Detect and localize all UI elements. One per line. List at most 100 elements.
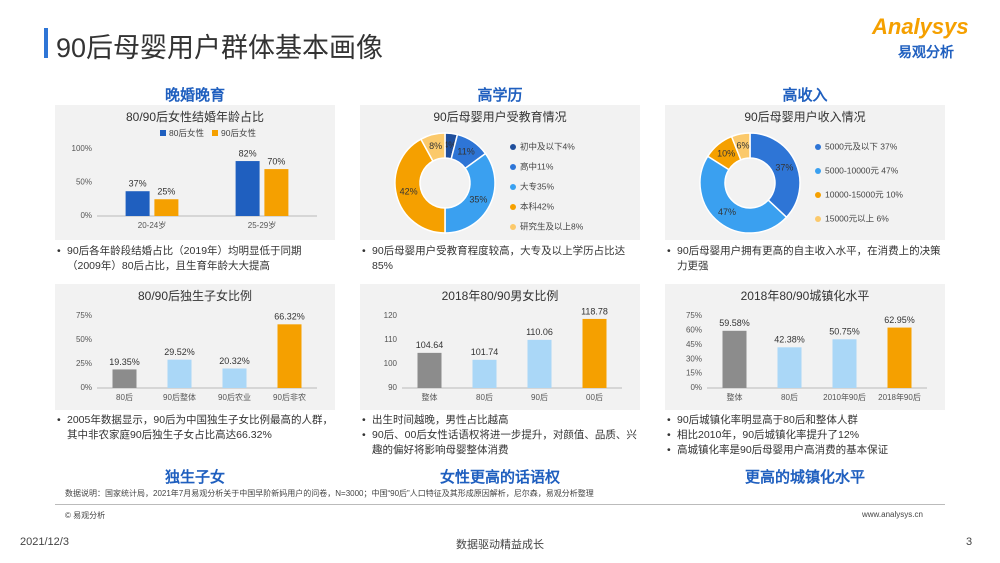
value-label: 25% xyxy=(157,187,175,197)
value-label: 29.52% xyxy=(164,347,195,357)
y-tick-label: 120 xyxy=(384,311,398,320)
donut-slice xyxy=(699,155,788,234)
y-tick-label: 50% xyxy=(76,178,92,187)
slice-label: 42% xyxy=(400,187,418,197)
y-tick-label: 25% xyxy=(76,359,92,368)
value-label: 82% xyxy=(239,148,257,158)
value-label: 104.64 xyxy=(416,340,444,350)
logo-cn: 易观分析 xyxy=(898,44,954,60)
value-label: 110.06 xyxy=(526,327,553,337)
donut-slice xyxy=(749,132,801,219)
slice-label: 6% xyxy=(736,141,749,151)
bar xyxy=(235,161,260,216)
legend-swatch xyxy=(510,144,516,150)
y-tick-label: 60% xyxy=(686,326,702,335)
legend-swatch xyxy=(815,216,821,222)
legend-swatch xyxy=(160,130,166,136)
x-tick-label: 90后整体 xyxy=(163,392,196,402)
note: 出生时间越晚，男性占比越高 xyxy=(360,413,640,428)
chart-title: 90后母婴用户收入情况 xyxy=(744,109,865,124)
logo: Analysys xyxy=(872,14,969,39)
chart: 80/90后女性结婚年龄占比 0% 50% 100% 37% 82% 25% 70% 20-24… xyxy=(72,109,317,230)
donut-slice xyxy=(730,132,751,161)
y-tick-label: 75% xyxy=(686,311,702,320)
y-tick-label: 0% xyxy=(80,211,92,220)
x-tick-label: 2018年90后 xyxy=(878,392,921,402)
x-tick-label: 90后非农 xyxy=(273,392,306,402)
note: 90后城镇化率明显高于80后和整体人群 xyxy=(665,413,945,428)
section-title: 更高的城镇化水平 xyxy=(744,469,865,486)
note: 90后母婴用户拥有更高的自主收入水平，在消费上的决策力更强 xyxy=(665,244,945,274)
notes: 90后各年龄段结婚占比（2019年）均明显低于同期（2009年）80后占比，且生… xyxy=(55,244,335,274)
notes: 90后母婴用户拥有更高的自主收入水平，在消费上的决策力更强 xyxy=(665,244,945,274)
legend-label: 高中11% xyxy=(520,161,554,171)
legend-swatch xyxy=(212,130,218,136)
legend-label: 大专35% xyxy=(520,181,554,191)
bar xyxy=(887,327,912,388)
y-tick-label: 90 xyxy=(388,383,397,392)
bar xyxy=(777,347,802,388)
slide-title: 90后母婴用户群体基本画像 xyxy=(56,33,384,63)
notes: 90后母婴用户受教育程度较高，大专及以上学历占比达85% xyxy=(360,244,640,274)
section-title: 高收入 xyxy=(782,87,828,104)
legend-swatch xyxy=(510,224,516,230)
x-tick-label: 80后 xyxy=(476,392,493,402)
x-tick-label: 2010年90后 xyxy=(823,392,866,402)
slice-label: 47% xyxy=(718,207,736,217)
bar xyxy=(167,359,192,388)
slice-label: 8% xyxy=(429,141,442,151)
y-tick-label: 0% xyxy=(690,383,702,392)
divider xyxy=(55,504,945,505)
bar xyxy=(832,339,857,388)
note: 2005年数据显示，90后为中国独生子女比例最高的人群，其中非农家庭90后独生子… xyxy=(55,413,335,443)
legend-swatch xyxy=(510,204,516,210)
bar xyxy=(154,199,179,216)
value-label: 59.58% xyxy=(719,318,750,328)
y-tick-label: 50% xyxy=(76,335,92,344)
x-tick-label: 整体 xyxy=(727,392,743,402)
legend-swatch xyxy=(815,144,821,150)
chart-title: 90后母婴用户受教育情况 xyxy=(433,109,566,124)
section-title: 晚婚晚育 xyxy=(164,87,225,104)
notes: 2005年数据显示，90后为中国独生子女比例最高的人群，其中非农家庭90后独生子… xyxy=(55,413,335,443)
page-number: 3 xyxy=(966,536,973,548)
legend-label: 80后女性 xyxy=(169,128,204,138)
legend-swatch xyxy=(510,184,516,190)
value-label: 62.95% xyxy=(884,315,915,325)
bar xyxy=(222,368,247,388)
legend-label: 10000-15000元 10% xyxy=(825,189,903,199)
bar xyxy=(125,191,150,216)
chart-panel: 90后母婴用户受教育情况 4% 11% 35% 42% 8% 初中及以下4% 高中11% 大专3… xyxy=(360,105,640,240)
value-label: 50.75% xyxy=(829,327,860,337)
notes: 出生时间越晚，男性占比越高90后、00后女性话语权将进一步提升，对颜值、品质、兴… xyxy=(360,413,640,458)
chart: 2018年80/90男女比例 90 100 110 120 104.64 101.74 110… xyxy=(384,288,622,402)
note: 高城镇化率是90后母婴用户高消费的基本保证 xyxy=(665,443,945,458)
bar xyxy=(417,352,442,388)
copyright: © 易观分析 xyxy=(65,511,106,520)
note: 相比2010年，90后城镇化率提升了12% xyxy=(665,428,945,443)
value-label: 66.32% xyxy=(274,312,305,322)
bar xyxy=(582,318,607,388)
notes: 90后城镇化率明显高于80后和整体人群相比2010年，90后城镇化率提升了12%… xyxy=(665,413,945,458)
donut-slice xyxy=(394,138,446,234)
note: 90后母婴用户受教育程度较高，大专及以上学历占比达85% xyxy=(360,244,640,274)
donut-slice xyxy=(444,152,496,234)
bar xyxy=(264,169,289,216)
slice-label: 37% xyxy=(775,162,793,172)
value-label: 118.78 xyxy=(581,306,608,316)
legend-label: 15000元以上 6% xyxy=(825,213,889,223)
legend-swatch xyxy=(510,164,516,170)
y-tick-label: 75% xyxy=(76,311,92,320)
y-tick-label: 110 xyxy=(384,335,397,344)
date: 2021/12/3 xyxy=(20,536,69,548)
legend-label: 初中及以下4% xyxy=(520,141,575,151)
chart: 90后母婴用户受教育情况 4%11% 35% 42% 8% 初中及以下4% 高中11% 大专3… xyxy=(394,109,584,234)
section-title: 高学历 xyxy=(477,87,523,104)
chart-title: 80/90后独生子女比例 xyxy=(138,288,252,303)
value-label: 19.35% xyxy=(109,357,140,367)
note: 90后各年龄段结婚占比（2019年）均明显低于同期（2009年）80后占比，且生… xyxy=(55,244,335,274)
y-tick-label: 45% xyxy=(686,340,702,349)
chart: 2018年80/90城镇化水平 0% 15% 30% 45% 60% 75% 59.58% 42… xyxy=(686,289,927,402)
website: www.analysys.cn xyxy=(862,510,923,519)
